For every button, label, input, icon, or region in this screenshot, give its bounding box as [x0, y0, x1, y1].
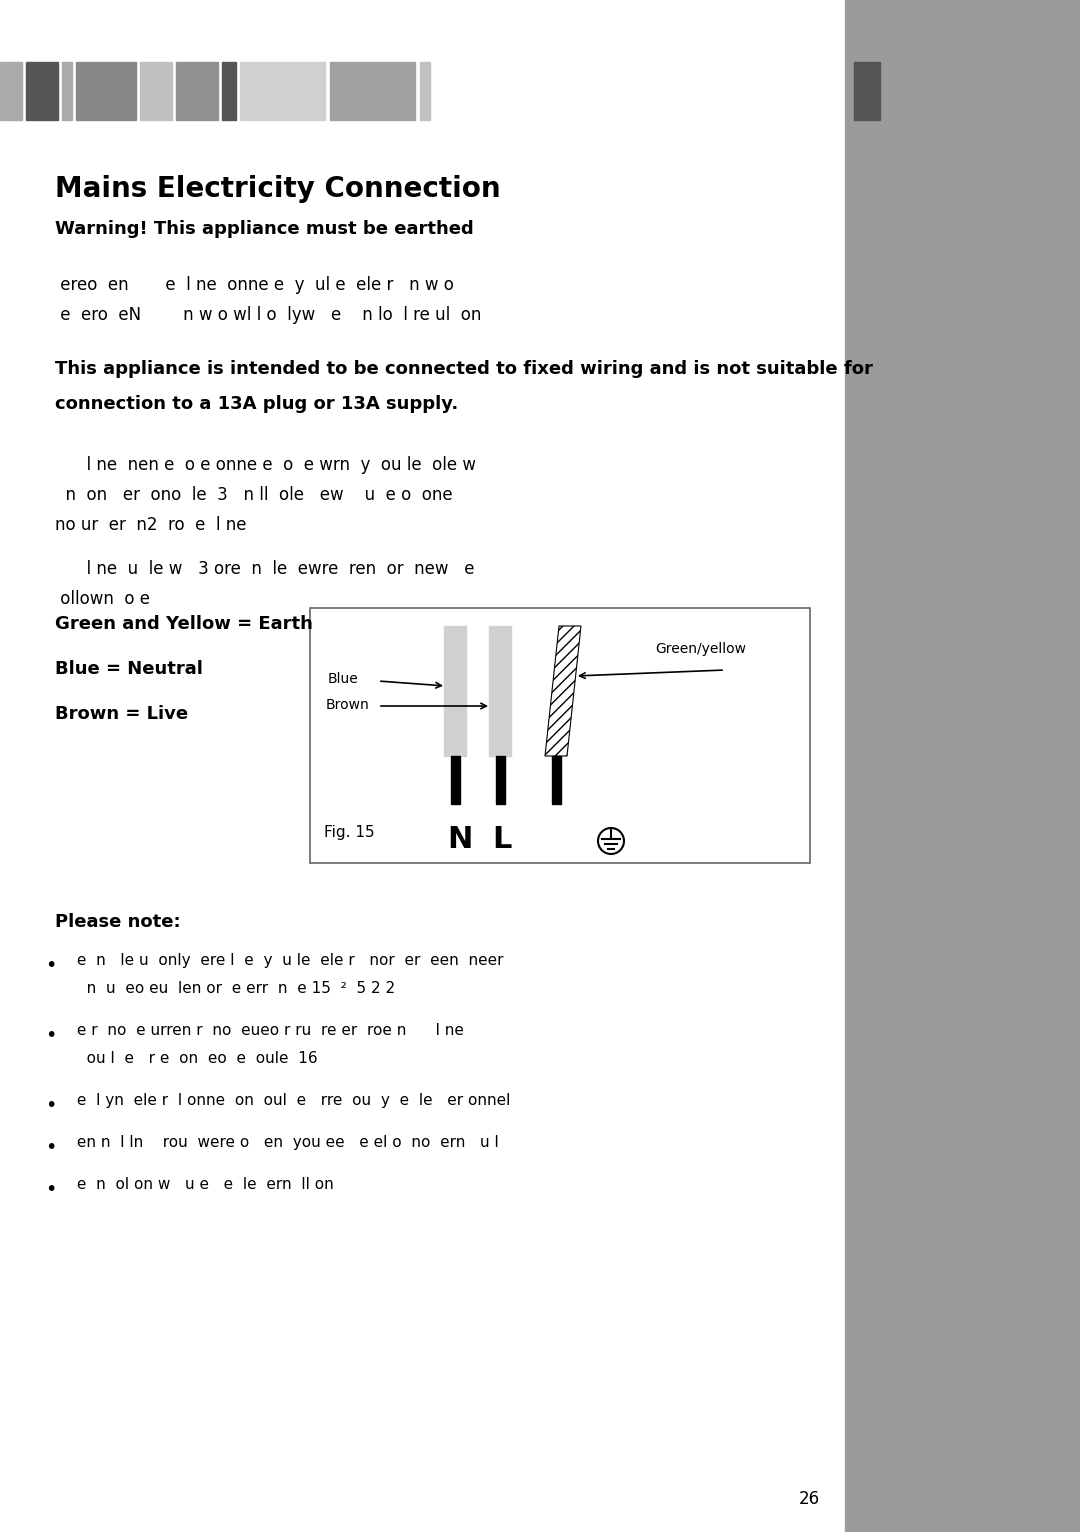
Text: no ur  er  n2  ro  e  l ne: no ur er n2 ro e l ne: [55, 516, 246, 535]
Text: 26: 26: [799, 1491, 820, 1507]
Bar: [489, 627, 511, 755]
Bar: [854, 61, 880, 119]
Text: e  l yn  ele r  l onne  on  oul  e   rre  ou  y  e  le   er onnel: e l yn ele r l onne on oul e rre ou y e …: [72, 1092, 511, 1108]
Text: N: N: [447, 826, 472, 853]
Bar: [76, 61, 136, 119]
Bar: [451, 755, 460, 804]
Text: l ne  nen e  o e onne e  o  e wrn  y  ou le  ole w: l ne nen e o e onne e o e wrn y ou le ol…: [55, 457, 476, 473]
Bar: [176, 61, 218, 119]
Text: ou l  e   r e  on  eo  e  oule  16: ou l e r e on eo e oule 16: [72, 1051, 318, 1066]
Text: connection to a 13A plug or 13A supply.: connection to a 13A plug or 13A supply.: [55, 395, 458, 414]
Text: en n  l ln    rou  were o   en  you ee   e el o  no  ern   u l: en n l ln rou were o en you ee e el o no…: [72, 1135, 499, 1151]
Text: Blue = Neutral: Blue = Neutral: [55, 660, 203, 679]
Bar: [845, 0, 1080, 1532]
Text: Please note:: Please note:: [55, 913, 180, 931]
Text: n  on   er  ono  le  3   n ll  ole   ew    u  e o  one: n on er ono le 3 n ll ole ew u e o one: [55, 486, 453, 504]
Text: Mains Electricity Connection: Mains Electricity Connection: [55, 175, 501, 204]
Bar: [496, 755, 505, 804]
Bar: [62, 61, 72, 119]
Text: ollown  o e: ollown o e: [55, 590, 150, 608]
Text: Green/yellow: Green/yellow: [654, 642, 746, 656]
Bar: [330, 61, 415, 119]
Text: Warning! This appliance must be earthed: Warning! This appliance must be earthed: [55, 221, 474, 237]
Bar: [310, 608, 810, 863]
Text: Brown = Live: Brown = Live: [55, 705, 188, 723]
Text: Blue: Blue: [328, 673, 359, 686]
Text: Green and Yellow = Earth: Green and Yellow = Earth: [55, 614, 313, 633]
Text: •: •: [45, 1180, 56, 1200]
Bar: [222, 61, 237, 119]
Polygon shape: [545, 627, 581, 755]
Text: •: •: [45, 1095, 56, 1115]
Bar: [552, 755, 561, 804]
Text: n  u  eo eu  len or  e err  n  e 15  ²  5 2 2: n u eo eu len or e err n e 15 ² 5 2 2: [72, 980, 395, 996]
Bar: [0, 61, 22, 119]
Text: e  ero  eN        n w o wl l o  lyw   e    n lo  l re ul  on: e ero eN n w o wl l o lyw e n lo l re ul…: [55, 306, 482, 323]
Text: •: •: [45, 956, 56, 974]
Bar: [444, 627, 465, 755]
Text: ereo  en       e  l ne  onne e  y  ul e  ele r   n w o: ereo en e l ne onne e y ul e ele r n w o: [55, 276, 454, 294]
Bar: [140, 61, 172, 119]
Text: This appliance is intended to be connected to fixed wiring and is not suitable f: This appliance is intended to be connect…: [55, 360, 873, 378]
Text: l ne  u  le w   3 ore  n  le  ewre  ren  or  new   e: l ne u le w 3 ore n le ewre ren or new e: [55, 561, 474, 578]
Bar: [420, 61, 430, 119]
Text: e r  no  e urren r  no  eueo r ru  re er  roe n      l ne: e r no e urren r no eueo r ru re er roe …: [72, 1023, 464, 1039]
Text: e  n   le u  only  ere l  e  y  u le  ele r   nor  er  een  neer: e n le u only ere l e y u le ele r nor e…: [72, 953, 503, 968]
Text: e  n  ol on w   u e   e  le  ern  ll on: e n ol on w u e e le ern ll on: [72, 1177, 334, 1192]
Text: Fig. 15: Fig. 15: [324, 826, 375, 840]
Text: L: L: [492, 826, 511, 853]
Text: •: •: [45, 1138, 56, 1157]
Text: Brown: Brown: [326, 699, 369, 712]
Bar: [240, 61, 325, 119]
Bar: [26, 61, 58, 119]
Text: •: •: [45, 1026, 56, 1045]
